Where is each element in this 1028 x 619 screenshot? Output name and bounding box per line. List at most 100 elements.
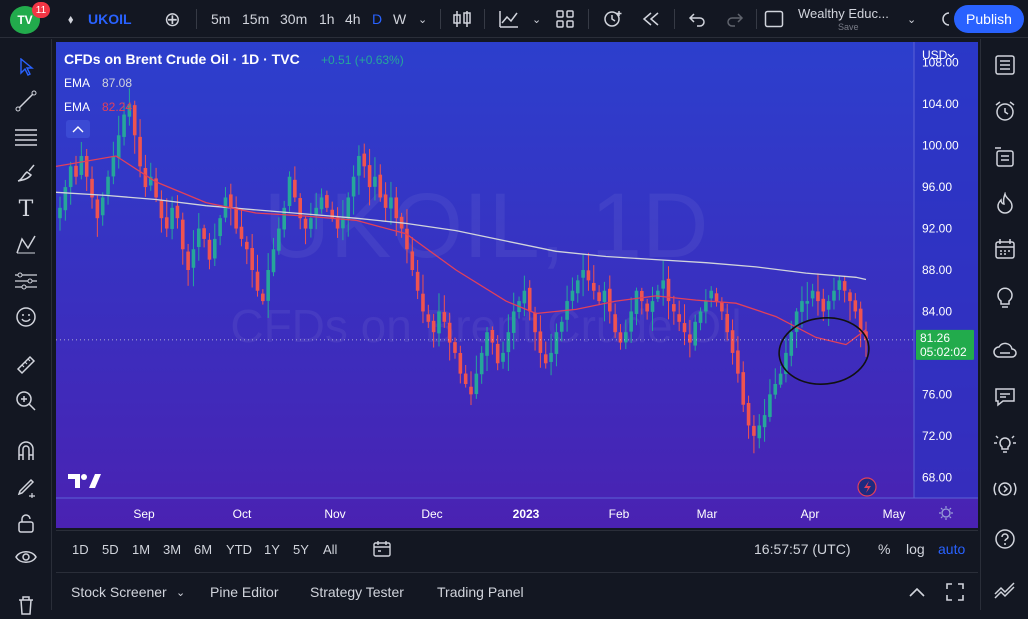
lock-icon[interactable] <box>12 509 40 537</box>
replay-icon[interactable] <box>642 0 660 38</box>
ruler-icon[interactable] <box>12 351 40 379</box>
log-scale-toggle[interactable]: log <box>906 541 925 557</box>
interval-15m-button[interactable]: 15m <box>242 11 270 27</box>
lightning-icon[interactable] <box>857 477 877 497</box>
utc-clock[interactable]: 16:57:57 (UTC) <box>754 541 851 557</box>
ideas-lightbulb-icon[interactable] <box>991 283 1019 311</box>
panel-maximize-icon[interactable] <box>946 573 964 611</box>
broadcast-icon[interactable] <box>991 475 1019 503</box>
panel-collapse-chevron-up-icon[interactable] <box>908 573 926 611</box>
stay-drawing-icon[interactable] <box>12 473 40 501</box>
hand-drawn-circle-annotation[interactable] <box>776 313 872 388</box>
settings-partial-icon[interactable] <box>940 0 950 38</box>
pattern-icon[interactable] <box>12 231 40 259</box>
layout-chevron-down-icon[interactable]: ⌄ <box>907 13 917 26</box>
widget-bar <box>980 39 1028 610</box>
interval-30m-button[interactable]: 30m <box>280 11 308 27</box>
screener-chevron-down-icon[interactable]: ⌄ <box>176 586 186 599</box>
range-ytd-button[interactable]: YTD <box>226 541 252 557</box>
tab-trading-panel[interactable]: Trading Panel <box>437 584 524 600</box>
candle <box>293 166 297 202</box>
interval-w-button[interactable]: W <box>393 11 407 27</box>
range-5d-button[interactable]: 5D <box>102 541 119 557</box>
divider <box>484 9 485 29</box>
magnet-icon[interactable] <box>12 437 40 465</box>
brush-icon[interactable] <box>12 159 40 187</box>
goto-date-calendar-icon[interactable] <box>372 531 392 567</box>
layout-save-status[interactable]: Save <box>838 22 859 32</box>
notification-badge[interactable]: 11 <box>32 2 50 18</box>
range-6m-button[interactable]: 6M <box>194 541 213 557</box>
trend-line-icon[interactable] <box>12 87 40 115</box>
streams-cloud-icon[interactable] <box>991 337 1019 365</box>
range-5y-button[interactable]: 5Y <box>293 541 309 557</box>
currency-chevron-down-icon[interactable] <box>947 53 955 58</box>
interval-5m-button[interactable]: 5m <box>211 11 231 27</box>
symbol-drop-icon[interactable]: ⬧ <box>68 11 74 26</box>
candle <box>362 143 367 178</box>
range-1y-button[interactable]: 1Y <box>264 541 280 557</box>
text-tool-icon[interactable]: T <box>18 196 34 222</box>
cursor-icon[interactable] <box>12 53 40 81</box>
undo-icon[interactable] <box>688 0 706 38</box>
trash-icon[interactable] <box>12 591 40 619</box>
forecast-icon[interactable] <box>12 267 40 295</box>
legend-ema1-label[interactable]: EMA <box>64 76 90 90</box>
indicators-chevron-down-icon[interactable]: ⌄ <box>532 13 542 26</box>
fullscreen-box-icon[interactable] <box>764 0 784 38</box>
candle <box>805 281 810 321</box>
percent-scale-toggle[interactable]: % <box>878 541 891 557</box>
range-all-button[interactable]: All <box>323 541 338 557</box>
indicators-icon[interactable] <box>498 0 520 38</box>
chat-icon[interactable] <box>991 383 1019 411</box>
watchlist-icon[interactable] <box>991 51 1019 79</box>
legend-title[interactable]: CFDs on Brent Crude Oil · 1D · TVC <box>64 51 300 67</box>
legend-collapse-icon[interactable] <box>66 120 90 138</box>
hotlist-flame-icon[interactable] <box>991 189 1019 217</box>
currency-label[interactable]: USD <box>922 48 948 62</box>
chart-pane[interactable]: UKOIL, 1D CFDs on Brent Crude Oil CFDs o… <box>55 42 978 528</box>
candle <box>559 316 564 342</box>
candle <box>100 192 105 226</box>
eye-icon[interactable] <box>12 543 40 571</box>
interval-4h-button[interactable]: 4h <box>345 11 361 27</box>
legend-ema2-label[interactable]: EMA <box>64 100 90 114</box>
symbol-search-button[interactable]: UKOIL <box>88 11 132 27</box>
data-window-icon[interactable] <box>991 143 1019 171</box>
alarm-clock-icon[interactable] <box>991 97 1019 125</box>
help-icon[interactable] <box>991 525 1019 553</box>
interval-d-button[interactable]: D <box>372 11 383 27</box>
tab-pine-editor[interactable]: Pine Editor <box>210 584 279 600</box>
notifications-bulb-icon[interactable] <box>991 429 1019 457</box>
candle <box>698 307 703 331</box>
range-3m-button[interactable]: 3M <box>163 541 182 557</box>
candle <box>533 306 537 351</box>
tab-stock-screener[interactable]: Stock Screener <box>71 584 167 600</box>
candle <box>586 252 591 291</box>
tab-strategy-tester[interactable]: Strategy Tester <box>310 584 404 600</box>
price-chart[interactable]: UKOIL, 1D CFDs on Brent Crude Oil CFDs o… <box>55 42 978 528</box>
zoom-in-icon[interactable] <box>12 387 40 415</box>
emoji-icon[interactable] <box>12 303 40 331</box>
compare-add-icon[interactable]: ⊕ <box>164 8 181 31</box>
range-1m-button[interactable]: 1M <box>132 541 151 557</box>
candle <box>501 341 505 369</box>
interval-1h-button[interactable]: 1h <box>319 11 335 27</box>
redo-icon[interactable] <box>726 0 744 38</box>
layout-name[interactable]: Wealthy Educ... <box>798 5 889 21</box>
layouts-grid-icon[interactable] <box>556 0 574 38</box>
divider <box>674 9 675 29</box>
calendar-icon[interactable] <box>991 235 1019 263</box>
time-scale-settings-gear-icon[interactable] <box>939 506 953 520</box>
range-1d-button[interactable]: 1D <box>72 541 89 557</box>
candles-icon[interactable] <box>452 0 472 38</box>
auto-scale-toggle[interactable]: auto <box>938 541 966 557</box>
pine-chart-icon[interactable] <box>991 575 1019 603</box>
alert-clock-icon[interactable] <box>602 0 624 38</box>
candle <box>784 337 788 383</box>
interval-chevron-down-icon[interactable]: ⌄ <box>418 13 428 26</box>
price-axis-label: 72.00 <box>922 429 952 443</box>
horizontal-lines-icon[interactable] <box>12 123 40 151</box>
candle <box>538 315 543 368</box>
publish-button[interactable]: Publish <box>954 5 1024 33</box>
